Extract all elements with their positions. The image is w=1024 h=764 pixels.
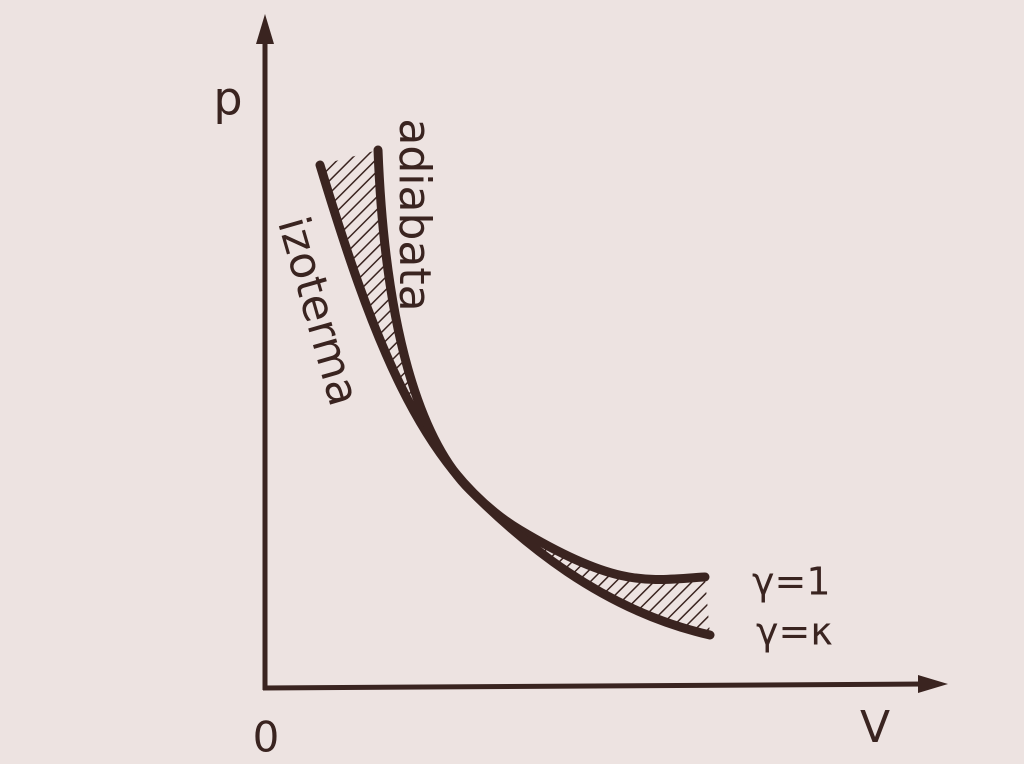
adiabat-curve xyxy=(373,145,715,640)
x-axis-label: V xyxy=(860,702,890,753)
x-axis-arrow xyxy=(918,675,948,693)
adiabat-label: adiabata xyxy=(389,118,440,311)
y-axis-label: p xyxy=(213,72,242,126)
adiabat-gamma-label: γ=κ xyxy=(756,610,833,654)
hatched-area xyxy=(320,150,710,635)
y-axis-arrow xyxy=(256,14,274,44)
x-axis xyxy=(262,681,926,691)
isotherm-gamma-label: γ=1 xyxy=(752,560,831,604)
origin-label: 0 xyxy=(253,713,280,762)
